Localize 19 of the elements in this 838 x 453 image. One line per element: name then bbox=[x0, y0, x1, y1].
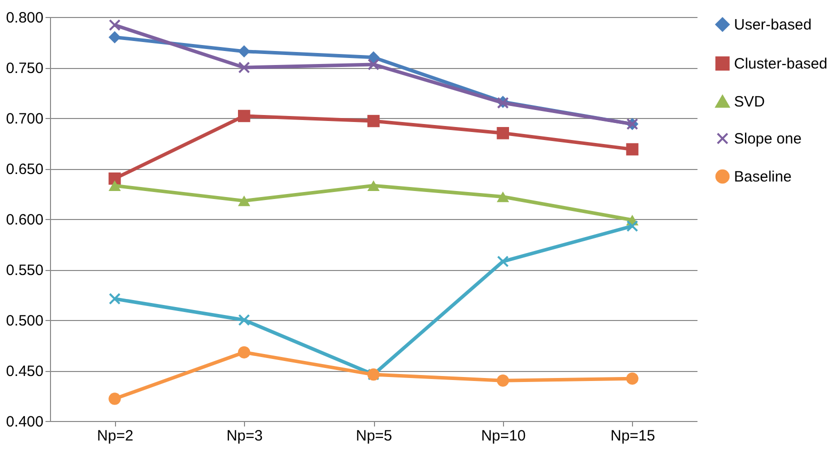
y-tick-label: 0.450 bbox=[6, 363, 44, 380]
y-tick-label: 0.400 bbox=[6, 414, 44, 430]
y-tick-label: 0.500 bbox=[6, 312, 44, 330]
legend-label: Baseline bbox=[734, 168, 792, 186]
x-tick-label: Np=10 bbox=[481, 428, 526, 444]
legend-label: Slope one bbox=[734, 130, 802, 148]
x-tick-label: Np=2 bbox=[97, 428, 134, 444]
y-tick-label: 0.700 bbox=[6, 110, 44, 128]
legend-label: User-based bbox=[734, 16, 812, 34]
y-tick-label: 0.800 bbox=[6, 10, 44, 26]
legend-label: SVD bbox=[734, 94, 766, 110]
x-tick-label: Np=5 bbox=[356, 428, 392, 444]
y-tick-label: 0.600 bbox=[6, 212, 44, 228]
x-tick-label: Np=15 bbox=[610, 428, 656, 444]
y-tick-label: 0.550 bbox=[6, 262, 44, 279]
y-tick-label: 0.650 bbox=[6, 161, 44, 178]
legend-label: Cluster-based bbox=[734, 56, 828, 72]
y-tick-label: 0.750 bbox=[6, 60, 44, 77]
x-tick-label: Np=3 bbox=[226, 428, 263, 444]
